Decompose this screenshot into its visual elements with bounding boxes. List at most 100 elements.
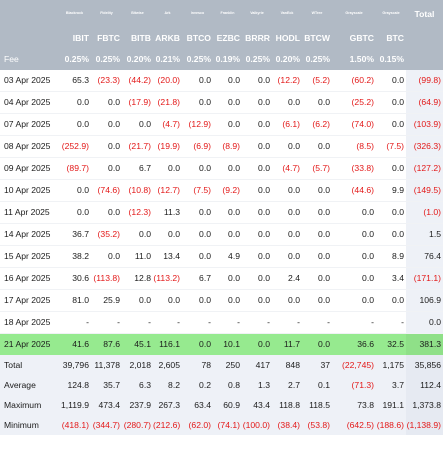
flow-cell: 0.0: [302, 267, 332, 290]
issuer-name: Ark: [153, 0, 182, 28]
flow-cell: 0.0: [91, 113, 122, 136]
flow-cell: 8.9: [376, 245, 406, 268]
summary-cell: 11,378: [91, 355, 122, 375]
summary-cell: (280.7): [122, 415, 153, 435]
summary-cell: 2.7: [272, 375, 302, 395]
flow-cell: 0.0: [182, 333, 213, 355]
day-row: 09 Apr 2025 (89.7) 0.0 6.7 0.0 0.0 0.0 0.0 (4.7)…: [0, 157, 443, 180]
row-date: 17 Apr 2025: [0, 289, 58, 312]
row-date: 10 Apr 2025: [0, 179, 58, 202]
issuer-name: Blackrock: [58, 0, 91, 28]
row-date: 15 Apr 2025: [0, 245, 58, 268]
flow-cell: 0.0: [91, 91, 122, 114]
flow-cell: 0.0: [182, 223, 213, 246]
summary-cell: 37: [302, 355, 332, 375]
flow-cell: 11.7: [272, 333, 302, 355]
highlighted-day-row: 21 Apr 2025 41.6 87.6 45.1 116.1 0.0 10.…: [0, 333, 443, 355]
row-date: 09 Apr 2025: [0, 157, 58, 180]
ticker-header: GBTC: [332, 28, 376, 49]
flow-cell: 0.0: [213, 91, 242, 114]
flow-cell: 0.0: [272, 223, 302, 246]
row-total: (99.8): [406, 70, 443, 92]
ticker-header: HODL: [272, 28, 302, 49]
flow-cell: 0.0: [376, 201, 406, 224]
flow-cell: (113.8): [91, 267, 122, 290]
ticker-header: BITB: [122, 28, 153, 49]
flow-cell: 0.0: [302, 91, 332, 114]
day-row: 08 Apr 2025 (252.9) 0.0 (21.7) (19.9) (6.9) (8…: [0, 135, 443, 158]
flow-cell: (4.7): [153, 113, 182, 136]
summary-cell: 267.3: [153, 395, 182, 415]
issuer-row: Blackrock Fidelity Bitwise Ark Invesco F…: [0, 0, 443, 28]
ticker-header: BRRR: [242, 28, 272, 49]
flow-cell: 0.0: [332, 223, 376, 246]
flow-cell: (19.9): [153, 135, 182, 158]
day-row: 17 Apr 2025 81.0 25.9 0.0 0.0 0.0 0.0 0.0 0.0 0.0…: [0, 289, 443, 312]
summary-cell: 0.1: [302, 375, 332, 395]
flow-cell: 0.0: [182, 201, 213, 224]
flow-cell: 0.0: [58, 91, 91, 114]
flow-cell: 0.0: [272, 289, 302, 312]
row-date: 21 Apr 2025: [0, 333, 58, 355]
row-total: (149.5): [406, 179, 443, 202]
corner-cell: [406, 49, 443, 70]
row-total: (103.9): [406, 113, 443, 136]
flow-cell: 0.0: [302, 201, 332, 224]
flow-cell: 0.0: [91, 245, 122, 268]
issuer-name: WTree: [302, 0, 332, 28]
summary-cell: 1,175: [376, 355, 406, 375]
summary-cell: 2,018: [122, 355, 153, 375]
flow-cell: 0.0: [91, 201, 122, 224]
flow-cell: 45.1: [122, 333, 153, 355]
flow-cell: -: [91, 311, 122, 334]
summary-cell: 473.4: [91, 395, 122, 415]
summary-cell: 0.8: [213, 375, 242, 395]
flow-cell: 0.0: [122, 223, 153, 246]
fee-cell: 0.25%: [91, 49, 122, 70]
flow-cell: 0.0: [242, 333, 272, 355]
summary-cell: (62.0): [182, 415, 213, 435]
flow-cell: (6.2): [302, 113, 332, 136]
ticker-header: IBIT: [58, 28, 91, 49]
total-column-header: Total: [406, 0, 443, 28]
flow-cell: 0.0: [58, 179, 91, 202]
summary-label: Total: [0, 355, 58, 375]
day-row: 14 Apr 2025 36.7 (35.2) 0.0 0.0 0.0 0.0 0.0 0.0 0…: [0, 223, 443, 246]
flow-cell: 0.0: [182, 91, 213, 114]
flow-cell: 0.0: [272, 179, 302, 202]
summary-cell: 237.9: [122, 395, 153, 415]
flow-cell: (7.5): [182, 179, 213, 202]
summary-label: Average: [0, 375, 58, 395]
row-total: (171.1): [406, 267, 443, 290]
ticker-row: IBIT FBTC BITB ARKB BTCO EZBC BRRR HODL …: [0, 28, 443, 49]
row-date: 16 Apr 2025: [0, 267, 58, 290]
flow-cell: (60.2): [332, 70, 376, 92]
summary-cell: 6.3: [122, 375, 153, 395]
flow-cell: 13.4: [153, 245, 182, 268]
row-total: (64.9): [406, 91, 443, 114]
ticker-header: BTCW: [302, 28, 332, 49]
flow-cell: 38.2: [58, 245, 91, 268]
summary-cell: 3.7: [376, 375, 406, 395]
flow-cell: 0.0: [332, 267, 376, 290]
summary-cell: (53.8): [302, 415, 332, 435]
issuer-name: Franklin: [213, 0, 242, 28]
flow-cell: (20.0): [153, 70, 182, 92]
flow-cell: 3.4: [376, 267, 406, 290]
flow-cell: 0.0: [58, 201, 91, 224]
etf-flow-table: Blackrock Fidelity Bitwise Ark Invesco F…: [0, 0, 443, 435]
row-total: (127.2): [406, 157, 443, 180]
day-row: 11 Apr 2025 0.0 0.0 (12.3) 11.3 0.0 0.0 0.0 0.0 0…: [0, 201, 443, 224]
ticker-header: BTC: [376, 28, 406, 49]
flow-cell: 0.0: [332, 201, 376, 224]
row-total: 0.0: [406, 311, 443, 334]
flow-cell: (4.7): [272, 157, 302, 180]
flow-cell: -: [122, 311, 153, 334]
flow-cell: 0.0: [182, 70, 213, 92]
flow-cell: (17.9): [122, 91, 153, 114]
issuer-name: Grayscale: [376, 0, 406, 28]
summary-cell: 63.4: [182, 395, 213, 415]
row-total: 112.4: [406, 375, 443, 395]
flow-cell: 10.1: [213, 333, 242, 355]
summary-cell: 35.7: [91, 375, 122, 395]
